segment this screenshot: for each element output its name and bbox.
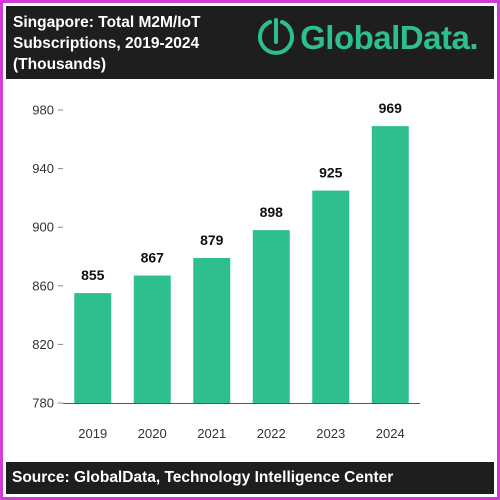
x-tick-label: 2019 [78, 426, 107, 441]
chart-title-line: Singapore: Total M2M/IoT [13, 14, 201, 31]
chart-title-line: (Thousands) [13, 56, 106, 73]
y-tick-label: 900 [32, 220, 54, 235]
bar [371, 126, 409, 404]
y-tick-label: 820 [32, 337, 54, 352]
bar [74, 293, 112, 403]
data-label: 867 [141, 250, 165, 266]
y-tick-label: 940 [32, 161, 54, 176]
globaldata-logo-icon [258, 18, 295, 55]
data-label: 855 [81, 267, 105, 283]
data-label: 969 [379, 100, 403, 116]
bar [193, 257, 231, 403]
data-label: 925 [319, 165, 343, 181]
x-tick-label: 2020 [138, 426, 167, 441]
bar [312, 190, 350, 403]
x-tick-label: 2022 [257, 426, 286, 441]
bar [252, 230, 290, 403]
y-tick-label: 860 [32, 278, 54, 293]
chart-title-line: Subscriptions, 2019-2024 [13, 35, 200, 52]
chart-title: Singapore: Total M2M/IoT Subscriptions, … [13, 12, 263, 75]
bar [133, 275, 171, 403]
y-tick-label: 780 [32, 396, 54, 411]
source-note: Source: GlobalData, Technology Intellige… [12, 469, 394, 486]
globaldata-logo-text: GlobalData. [300, 19, 478, 56]
data-label: 898 [260, 204, 284, 220]
globaldata-logo: GlobalData. [258, 18, 478, 58]
x-tick-label: 2023 [316, 426, 345, 441]
x-tick-label: 2021 [197, 426, 226, 441]
bar-chart: 780 820 860 900 940 980 855 2019 867 2020 879 2021 8… [32, 100, 420, 441]
chart-footer: Source: GlobalData, Technology Intellige… [6, 462, 494, 494]
x-tick-label: 2024 [376, 426, 405, 441]
data-label: 879 [200, 232, 224, 248]
y-tick-label: 980 [32, 103, 54, 118]
chart-header: Singapore: Total M2M/IoT Subscriptions, … [6, 6, 494, 79]
